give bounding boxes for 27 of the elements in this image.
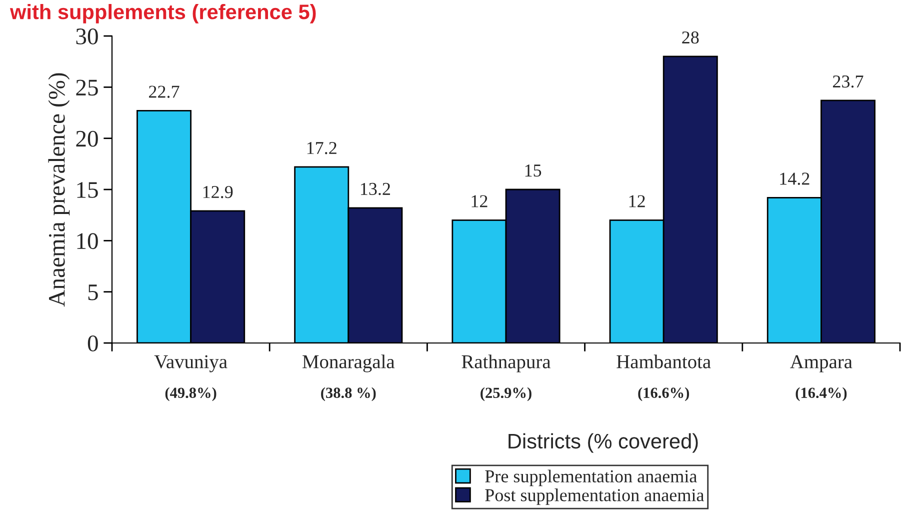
y-tick-label: 5 [88, 284, 98, 300]
legend-label: Pre supplementation anaemia [485, 470, 697, 486]
x-tick-label: Ampara (16.4%) [790, 355, 852, 402]
chart-title: with supplements (reference 5) [10, 4, 316, 24]
y-tick-label: 20 [76, 130, 98, 147]
y-tick-label: 0 [88, 335, 98, 352]
y-tick-label: 30 [76, 28, 98, 44]
data-label: 14.2 [780, 172, 810, 185]
x-tick-label: Vavuniya (49.8%) [154, 355, 228, 402]
x-axis-title: Districts (% covered) [508, 433, 698, 453]
data-label: 17.2 [307, 142, 336, 154]
data-label: 28 [682, 31, 699, 44]
data-label: 13.2 [360, 182, 390, 196]
y-tick-label: 15 [77, 182, 98, 198]
data-label: 12 [472, 195, 488, 208]
legend-label: Post supplementation anaemia [485, 488, 704, 505]
data-label: 22.7 [149, 86, 180, 98]
x-tick-label: Monaragala (38.8 %) [302, 354, 395, 402]
y-tick-label: 25 [76, 80, 98, 96]
y-axis-title: Anaemia prevalence (%) [48, 73, 70, 307]
x-tick-label: Hambantota (16.6%) [616, 354, 711, 402]
y-tick-label: 10 [77, 233, 98, 250]
data-label: 23.7 [832, 75, 864, 88]
data-label: 12 [629, 195, 645, 208]
data-label: 15 [525, 164, 542, 177]
data-label: 12.9 [203, 186, 233, 198]
x-tick-label: Rathnapura (25.9%) [462, 354, 551, 402]
